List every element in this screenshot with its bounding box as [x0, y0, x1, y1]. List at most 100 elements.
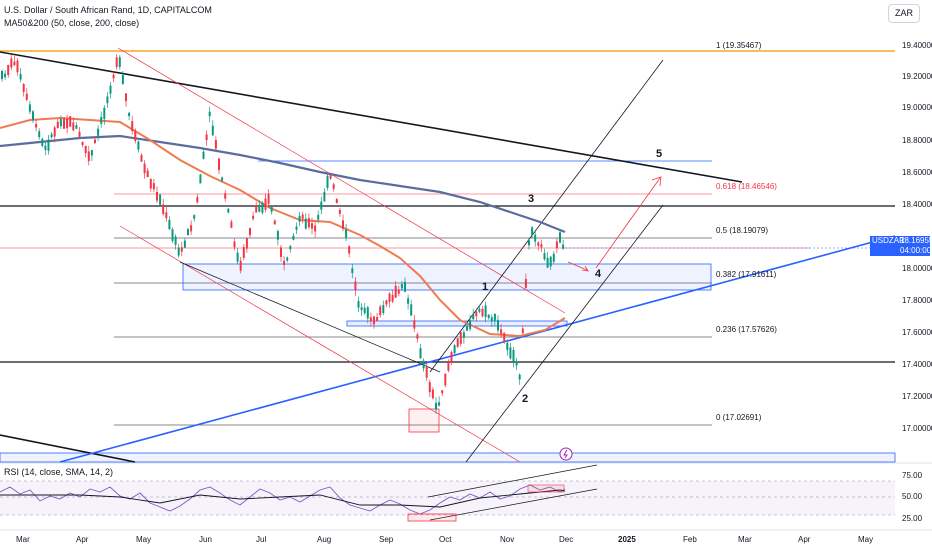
candle-body	[394, 285, 397, 298]
candle-body	[41, 138, 44, 146]
candlesticks	[1, 54, 565, 415]
rsi-legend[interactable]: RSI (14, close, SMA, 14, 2)	[4, 467, 114, 477]
price-label: 17.60000	[902, 328, 932, 337]
candle-body	[382, 305, 385, 314]
currency-button[interactable]: ZAR	[888, 4, 920, 23]
candle-body	[447, 362, 450, 371]
candle-body	[16, 60, 19, 73]
candle-body	[540, 244, 543, 248]
candle-body	[373, 316, 375, 325]
candle-body	[354, 281, 357, 291]
candle-body	[314, 225, 317, 232]
candle-body	[283, 260, 286, 265]
lightning-icon	[559, 447, 573, 461]
candle-body	[273, 220, 276, 225]
candle-body	[125, 93, 127, 102]
candle-body	[413, 320, 416, 329]
candle-body	[4, 73, 7, 78]
candle-body	[453, 345, 456, 354]
candle-body	[487, 314, 490, 319]
candle-body	[171, 229, 174, 241]
candle-body	[276, 231, 279, 240]
candle-body	[115, 57, 118, 68]
candle-body	[72, 122, 75, 131]
price-label: 18.00000	[902, 264, 932, 273]
candle-body	[555, 241, 558, 249]
candle-body	[478, 308, 481, 312]
candle-body	[469, 319, 472, 330]
candle-body	[7, 64, 10, 76]
time-label: 2025	[618, 535, 636, 544]
candle-body	[490, 317, 493, 322]
time-label: Apr	[798, 535, 811, 544]
candle-body	[435, 402, 437, 410]
candle-body	[90, 150, 93, 156]
candle-body	[38, 131, 41, 138]
candle-body	[531, 227, 534, 236]
candle-body	[230, 221, 233, 228]
candle-body	[338, 209, 341, 214]
candle-body	[518, 374, 521, 380]
candle-body	[431, 389, 434, 399]
candle-body	[245, 238, 248, 249]
candle-body	[407, 298, 410, 304]
ma-legend[interactable]: MA50&200 (50, close, 200, close)	[4, 18, 140, 28]
candle-body	[562, 244, 565, 249]
candle-body	[438, 402, 441, 406]
fib-label: 0.5 (18.19079)	[716, 226, 769, 235]
candle-body	[481, 308, 484, 317]
candle-body	[317, 214, 320, 220]
candle-body	[363, 307, 366, 314]
candle-body	[493, 313, 496, 321]
candle-body	[106, 96, 109, 104]
candle-body	[140, 155, 143, 162]
candle-body	[159, 194, 162, 205]
time-label: May	[136, 535, 152, 544]
candle-body	[289, 246, 292, 250]
candle-body	[348, 246, 351, 254]
candle-body	[162, 204, 165, 215]
candle-body	[165, 212, 168, 219]
candle-body	[261, 202, 264, 213]
candle-body	[559, 232, 561, 243]
candle-body	[335, 199, 338, 204]
candle-body	[183, 240, 186, 248]
candle-body	[174, 236, 177, 245]
candle-body	[196, 197, 199, 203]
price-label: 17.40000	[902, 360, 932, 369]
candle-body	[366, 307, 369, 319]
candle-body	[187, 229, 189, 236]
candle-body	[13, 61, 16, 66]
rsi-line	[0, 484, 566, 515]
candle-body	[103, 107, 106, 119]
candle-body	[552, 253, 555, 262]
candle-body	[227, 208, 230, 213]
candle-body	[94, 139, 96, 144]
support-zone	[182, 263, 712, 291]
candle-body	[32, 111, 34, 121]
candle-body	[69, 116, 72, 127]
candle-body	[280, 247, 282, 257]
candle-body	[1, 71, 3, 80]
time-label: Dec	[559, 535, 574, 544]
candle-body	[497, 320, 499, 331]
fib-label: 1 (19.35467)	[716, 41, 762, 50]
candle-body	[422, 360, 425, 369]
candle-body	[462, 332, 465, 338]
countdown: 04:00:00	[900, 246, 932, 255]
price-label: 17.80000	[902, 296, 932, 305]
candle-body	[301, 214, 304, 219]
candle-body	[295, 226, 298, 230]
candle-body	[534, 234, 537, 242]
candle-body	[97, 128, 100, 136]
time-label: Oct	[439, 535, 452, 544]
candle-body	[357, 300, 360, 308]
candle-body	[410, 304, 413, 316]
candle-body	[35, 124, 38, 128]
candle-body	[484, 305, 487, 317]
candle-body	[267, 193, 270, 205]
candle-body	[149, 178, 152, 189]
candle-body	[168, 219, 171, 230]
rsi-level-label: 75.00	[902, 471, 923, 480]
